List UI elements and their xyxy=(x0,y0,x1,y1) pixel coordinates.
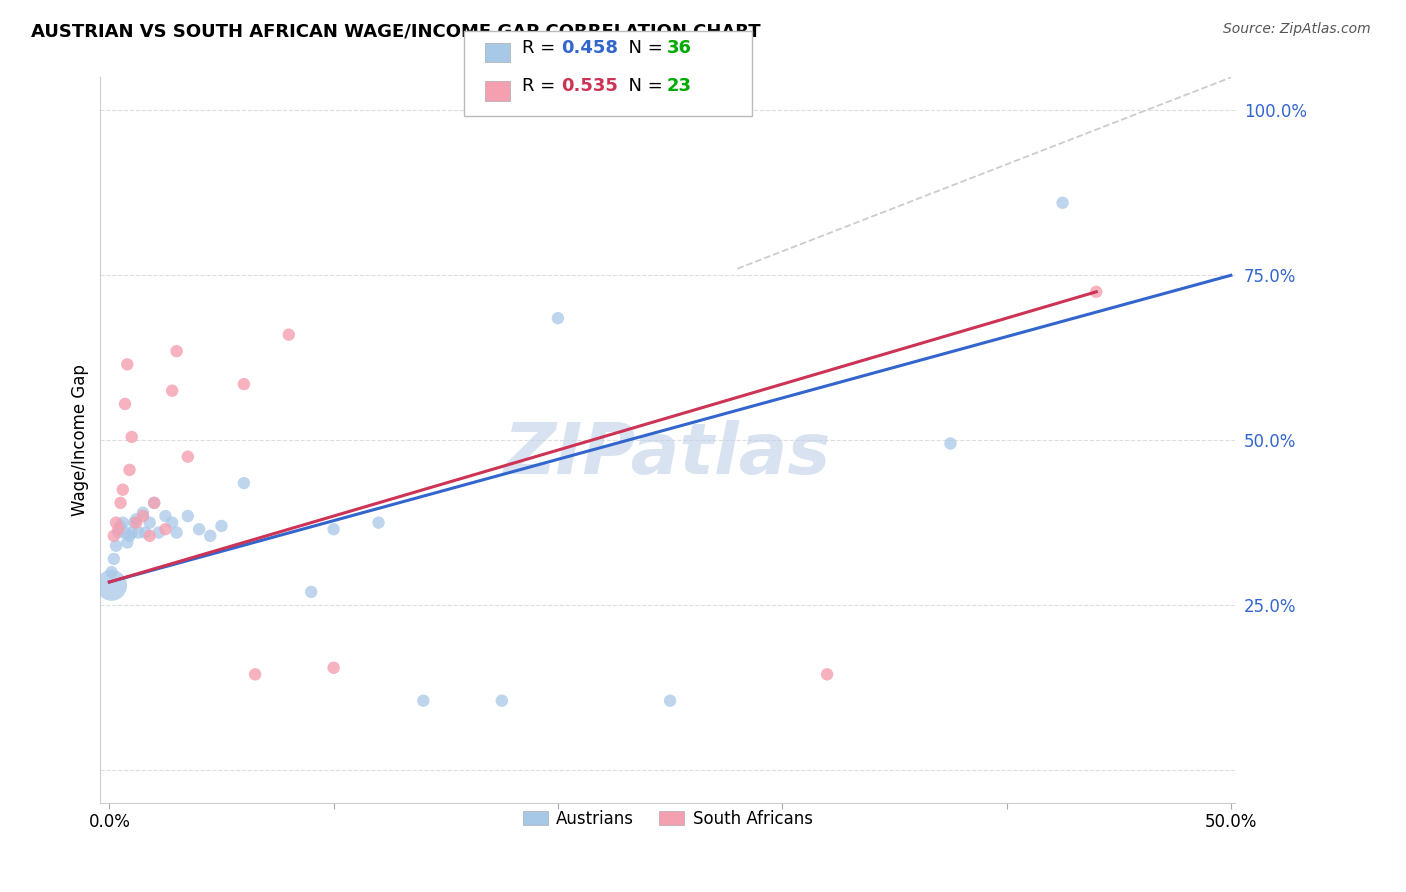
Point xyxy=(659,694,682,708)
Point xyxy=(299,585,322,599)
Point xyxy=(134,525,156,540)
Point xyxy=(100,578,122,592)
Point xyxy=(110,496,132,510)
Point xyxy=(143,496,166,510)
Point xyxy=(322,661,344,675)
Text: ZIPatlas: ZIPatlas xyxy=(505,420,831,489)
Point xyxy=(107,525,129,540)
Point xyxy=(491,694,513,708)
Point xyxy=(143,496,166,510)
Point xyxy=(110,519,132,533)
Point xyxy=(114,397,136,411)
Point xyxy=(277,327,299,342)
Point xyxy=(243,667,266,681)
Text: 0.458: 0.458 xyxy=(561,38,619,56)
Point xyxy=(114,525,136,540)
Point xyxy=(111,516,134,530)
Point xyxy=(148,525,170,540)
Text: AUSTRIAN VS SOUTH AFRICAN WAGE/INCOME GAP CORRELATION CHART: AUSTRIAN VS SOUTH AFRICAN WAGE/INCOME GA… xyxy=(31,22,761,40)
Text: N =: N = xyxy=(617,38,669,56)
Point xyxy=(132,506,155,520)
Text: 0.535: 0.535 xyxy=(561,77,617,95)
Point xyxy=(155,509,177,524)
Point xyxy=(200,529,222,543)
Point xyxy=(166,344,188,359)
Point xyxy=(107,522,129,536)
Point xyxy=(125,516,148,530)
Point xyxy=(367,516,389,530)
Point xyxy=(166,525,188,540)
Text: 36: 36 xyxy=(666,38,692,56)
Point xyxy=(188,522,211,536)
Text: R =: R = xyxy=(522,38,561,56)
Point xyxy=(111,483,134,497)
Text: 23: 23 xyxy=(666,77,692,95)
Point xyxy=(160,384,183,398)
Point xyxy=(815,667,838,681)
Point xyxy=(100,565,122,579)
Point xyxy=(105,516,128,530)
Y-axis label: Wage/Income Gap: Wage/Income Gap xyxy=(72,364,89,516)
Point xyxy=(103,529,125,543)
Text: Source: ZipAtlas.com: Source: ZipAtlas.com xyxy=(1223,22,1371,37)
Point xyxy=(232,377,254,392)
Point xyxy=(127,525,149,540)
Point xyxy=(412,694,434,708)
Point xyxy=(1052,195,1074,210)
Point xyxy=(547,311,569,326)
Point xyxy=(103,552,125,566)
Point xyxy=(155,522,177,536)
Point xyxy=(118,529,141,543)
Point xyxy=(125,512,148,526)
Point xyxy=(232,476,254,491)
Point xyxy=(118,463,141,477)
Point xyxy=(211,519,233,533)
Point xyxy=(138,516,160,530)
Point xyxy=(177,450,200,464)
Legend: Austrians, South Africans: Austrians, South Africans xyxy=(516,803,820,835)
Text: R =: R = xyxy=(522,77,561,95)
Point xyxy=(132,509,155,524)
Point xyxy=(122,516,145,530)
Point xyxy=(160,516,183,530)
Point xyxy=(322,522,344,536)
Point xyxy=(177,509,200,524)
Point xyxy=(105,539,128,553)
Point xyxy=(117,357,139,371)
Point xyxy=(939,436,962,450)
Point xyxy=(121,430,143,444)
Point xyxy=(138,529,160,543)
Point xyxy=(117,535,139,549)
Text: N =: N = xyxy=(617,77,669,95)
Point xyxy=(1085,285,1108,299)
Point xyxy=(121,525,143,540)
